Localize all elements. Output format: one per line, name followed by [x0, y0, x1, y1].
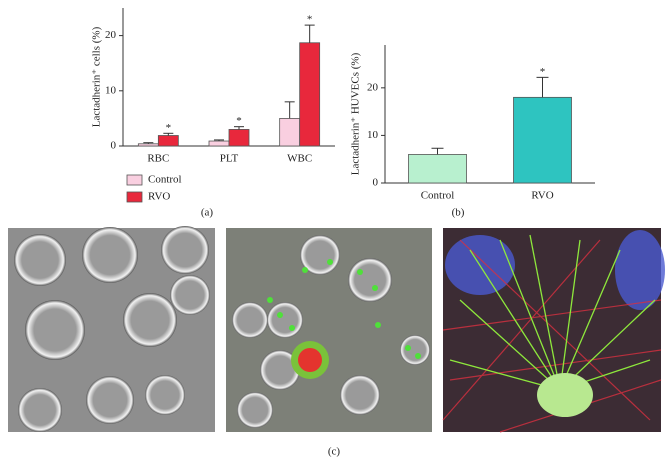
x-tick-label: PLT [220, 153, 239, 165]
y-tick-label: 20 [105, 29, 117, 41]
bar [228, 129, 250, 147]
x-tick-label: WBC [287, 153, 312, 165]
image-huvec [442, 228, 665, 433]
significance-mark: * [236, 115, 242, 127]
significance-mark: * [307, 14, 313, 26]
legend-label: RVO [148, 191, 170, 203]
bar [299, 42, 321, 147]
y-tick-label: 10 [367, 129, 379, 141]
legend-swatch [126, 174, 143, 186]
x-tick-label: RVO [531, 190, 553, 202]
significance-mark: * [540, 66, 546, 78]
x-tick-label: RBC [147, 153, 169, 165]
legend-label: Control [148, 174, 182, 186]
bar [208, 140, 230, 147]
y-axis-label: Lactadherin⁺ HUVECs (%) [350, 52, 362, 175]
significance-mark: * [166, 122, 172, 134]
y-tick-label: 0 [111, 140, 117, 152]
bar [513, 96, 572, 184]
y-tick-label: 20 [367, 81, 379, 93]
y-tick-label: 0 [373, 177, 379, 189]
bar [279, 118, 301, 147]
x-tick-label: Control [421, 190, 455, 202]
panel-label: (a) [201, 207, 214, 219]
bar [408, 154, 467, 184]
legend-swatch [126, 191, 143, 203]
image-rbc [8, 226, 215, 432]
figure-label: (c) [328, 446, 341, 458]
y-tick-label: 10 [105, 84, 117, 96]
image-cells [226, 228, 432, 432]
y-axis-label: Lactadherin⁺ cells (%) [91, 26, 103, 127]
bar [157, 135, 179, 147]
bar [137, 143, 159, 147]
panel-label: (b) [452, 207, 465, 219]
